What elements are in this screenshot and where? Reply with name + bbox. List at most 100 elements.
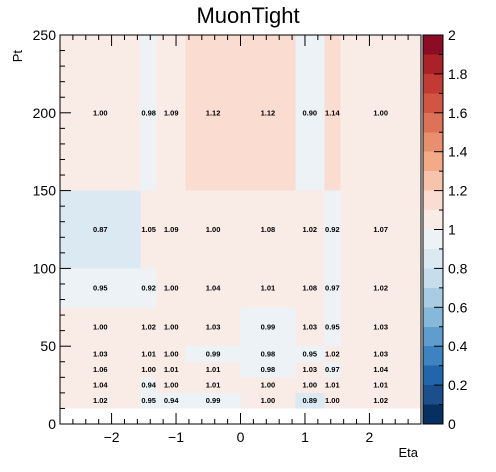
cell-value-label: 1.04 <box>93 381 108 390</box>
palette-swatch <box>423 404 443 424</box>
heatmap-cell <box>140 190 157 269</box>
heatmap-cell <box>60 377 141 393</box>
x-tick-label: 2 <box>366 429 374 445</box>
heatmap-cell <box>340 190 421 269</box>
palette-tick-label: 1.8 <box>448 66 468 82</box>
cell-value-label: 1.00 <box>93 322 108 331</box>
heatmap-cell <box>156 268 186 308</box>
cell-value-label: 1.02 <box>93 396 108 405</box>
palette-swatch <box>423 268 443 288</box>
heatmap-cell <box>324 377 341 393</box>
palette-tick-label: 0.4 <box>448 338 468 354</box>
palette-swatch <box>423 151 443 172</box>
cell-value-label: 0.94 <box>164 396 179 405</box>
palette-tick-label: 1.4 <box>448 144 468 160</box>
heatmap-cell <box>340 377 421 393</box>
cell-value-label: 1.02 <box>325 349 340 358</box>
heatmap-cell <box>140 268 157 308</box>
heatmap-cell <box>240 377 296 393</box>
heatmap-cell <box>324 346 341 362</box>
cell-value-label: 1.01 <box>206 365 221 374</box>
heatmap-cell <box>295 35 325 191</box>
palette-swatch <box>423 365 443 386</box>
heatmap-cell <box>60 190 141 269</box>
x-tick-label: −2 <box>104 429 120 445</box>
heatmap-cell <box>156 361 186 378</box>
heatmap-cell <box>295 190 325 269</box>
ticks-layer: −2 −1 0 1 2 0 50 100 150 200 250 <box>33 27 422 445</box>
cell-value-label: 1.06 <box>93 365 108 374</box>
cell-value-label: 1.03 <box>302 322 317 331</box>
heatmap-cell <box>156 307 186 347</box>
heatmap-cell <box>185 377 241 393</box>
heatmap-cell <box>340 35 421 191</box>
cell-value-label: 1.09 <box>164 108 179 117</box>
heatmap-cell <box>295 377 325 393</box>
cell-value-label: 1.14 <box>325 108 340 117</box>
heatmap-cell <box>340 392 421 409</box>
cell-value-label: 1.01 <box>141 349 156 358</box>
heatmap-cell <box>324 392 341 409</box>
cell-value-label: 1.12 <box>261 108 276 117</box>
cell-value-label: 1.03 <box>206 322 221 331</box>
heatmap-cell <box>60 346 141 362</box>
cell-value-label: 0.95 <box>302 349 317 358</box>
cell-value-label: 1.12 <box>206 108 221 117</box>
palette-swatch <box>423 287 443 308</box>
y-tick-label: 0 <box>48 416 56 432</box>
heatmap-cell <box>240 307 296 347</box>
heatmap-cell <box>240 392 296 409</box>
heatmap-cell <box>240 35 296 191</box>
cell-value-label: 0.95 <box>325 322 340 331</box>
heatmap-cell <box>240 361 296 378</box>
heatmap-cell <box>140 35 157 191</box>
palette-tick-label: 1.6 <box>448 105 468 121</box>
y-tick-label: 50 <box>40 338 56 354</box>
heatmap-cell <box>295 307 325 347</box>
heatmap-cell <box>140 377 157 393</box>
palette-tick-label: 0.6 <box>448 299 468 315</box>
heatmap-cell <box>60 35 141 191</box>
chart-title: MuonTight <box>196 3 299 28</box>
heatmap-cell <box>324 361 341 378</box>
heatmap-cell <box>240 346 296 362</box>
heatmap-cell <box>340 361 421 378</box>
palette-swatch <box>423 385 443 405</box>
cell-value-label: 1.00 <box>164 283 179 292</box>
cell-value-label: 1.01 <box>325 381 340 390</box>
heatmap-cell <box>156 190 186 269</box>
cell-value-label: 1.02 <box>373 283 388 292</box>
cell-value-label: 1.00 <box>164 381 179 390</box>
cells-layer <box>60 35 421 409</box>
cell-labels-layer: 1.02 0.95 0.94 0.99 1.00 0.89 1.00 1.02 1.04 0.94… <box>93 108 389 405</box>
heatmap-cell <box>295 346 325 362</box>
cell-value-label: 0.98 <box>261 365 276 374</box>
heatmap-cell <box>240 190 296 269</box>
x-tick-label: −1 <box>168 429 184 445</box>
heatmap-cell <box>140 346 157 362</box>
cell-value-label: 1.03 <box>373 349 388 358</box>
heatmap-cell <box>60 361 141 378</box>
cell-value-label: 0.90 <box>302 108 317 117</box>
heatmap-cell <box>156 346 186 362</box>
y-tick-label: 250 <box>33 27 57 43</box>
cell-value-label: 1.02 <box>302 225 317 234</box>
heatmap-cell <box>240 268 296 308</box>
x-tick-label: 0 <box>237 429 245 445</box>
cell-value-label: 0.99 <box>206 349 221 358</box>
palette-swatch <box>423 54 443 74</box>
heatmap-cell <box>60 392 141 409</box>
cell-value-label: 1.00 <box>325 396 340 405</box>
y-tick-label: 200 <box>33 105 57 121</box>
palette-swatch <box>423 93 443 113</box>
cell-value-label: 1.08 <box>261 225 276 234</box>
cell-value-label: 1.07 <box>373 225 388 234</box>
palette-swatch <box>423 190 443 211</box>
heatmap-cell <box>295 361 325 378</box>
cell-value-label: 1.08 <box>302 283 317 292</box>
cell-value-label: 0.87 <box>93 225 108 234</box>
heatmap-cell <box>185 392 241 409</box>
cell-value-label: 1.03 <box>373 322 388 331</box>
palette-swatch <box>423 73 443 94</box>
palette-tick-label: 0.2 <box>448 377 468 393</box>
